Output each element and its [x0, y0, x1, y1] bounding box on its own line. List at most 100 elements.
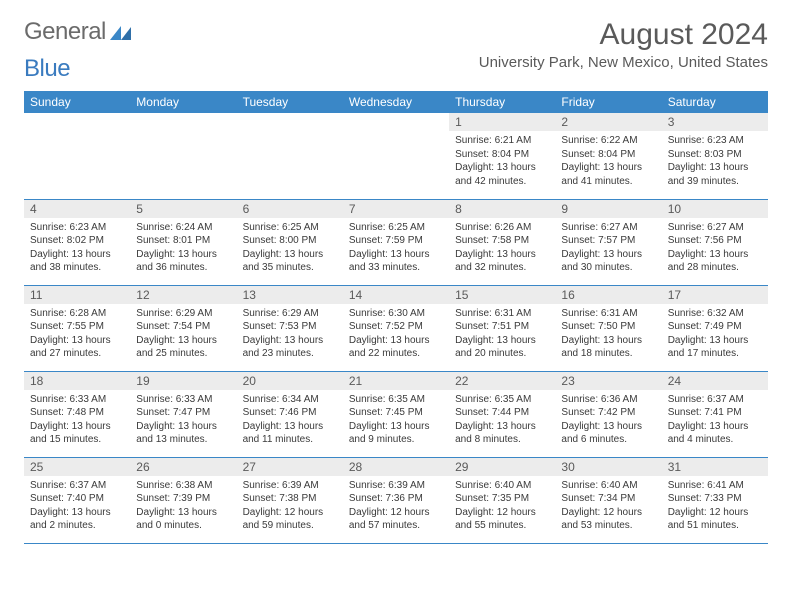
day-cell: 26Sunrise: 6:38 AMSunset: 7:39 PMDayligh… [130, 457, 236, 543]
sunset-text: Sunset: 7:47 PM [136, 406, 230, 420]
daylight-text: Daylight: 13 hours and 35 minutes. [243, 248, 337, 275]
day-info: Sunrise: 6:29 AMSunset: 7:54 PMDaylight:… [130, 304, 236, 365]
sunset-text: Sunset: 8:02 PM [30, 234, 124, 248]
day-number: 16 [555, 286, 661, 304]
day-number: 30 [555, 458, 661, 476]
day-cell [343, 113, 449, 199]
daylight-text: Daylight: 13 hours and 41 minutes. [561, 161, 655, 188]
day-cell: 2Sunrise: 6:22 AMSunset: 8:04 PMDaylight… [555, 113, 661, 199]
daylight-text: Daylight: 13 hours and 18 minutes. [561, 334, 655, 361]
day-cell: 30Sunrise: 6:40 AMSunset: 7:34 PMDayligh… [555, 457, 661, 543]
day-cell: 5 Sunrise: 6:24 AMSunset: 8:01 PMDaylight… [130, 199, 236, 285]
day-cell [24, 113, 130, 199]
day-number: 31 [662, 458, 768, 476]
sunrise-text: Sunrise: 6:23 AM [668, 134, 762, 148]
sunrise-text: Sunrise: 6:26 AM [455, 221, 549, 235]
daylight-text: Daylight: 13 hours and 13 minutes. [136, 420, 230, 447]
logo: General [24, 18, 132, 46]
day-info: Sunrise: 6:33 AMSunset: 7:48 PMDaylight:… [24, 390, 130, 451]
day-number: 8 [449, 200, 555, 218]
week-row: 4Sunrise: 6:23 AMSunset: 8:02 PMDaylight… [24, 199, 768, 285]
day-number: 1 [449, 113, 555, 131]
day-info: Sunrise: 6:41 AMSunset: 7:33 PMDaylight:… [662, 476, 768, 537]
sunset-text: Sunset: 7:53 PM [243, 320, 337, 334]
day-number: 19 [130, 372, 236, 390]
day-number: 14 [343, 286, 449, 304]
sunrise-text: Sunrise: 6:39 AM [349, 479, 443, 493]
day-cell: 29Sunrise: 6:40 AMSunset: 7:35 PMDayligh… [449, 457, 555, 543]
day-cell: 10Sunrise: 6:27 AMSunset: 7:56 PMDayligh… [662, 199, 768, 285]
day-header-row: Sunday Monday Tuesday Wednesday Thursday… [24, 91, 768, 113]
sunset-text: Sunset: 7:58 PM [455, 234, 549, 248]
day-info: Sunrise: 6:35 AMSunset: 7:44 PMDaylight:… [449, 390, 555, 451]
day-cell: 25Sunrise: 6:37 AMSunset: 7:40 PMDayligh… [24, 457, 130, 543]
daylight-text: Daylight: 13 hours and 8 minutes. [455, 420, 549, 447]
logo-text-blue: Blue [24, 55, 70, 83]
sunrise-text: Sunrise: 6:24 AM [136, 221, 230, 235]
sunrise-text: Sunrise: 6:30 AM [349, 307, 443, 321]
sunrise-text: Sunrise: 6:37 AM [668, 393, 762, 407]
day-cell: 8Sunrise: 6:26 AMSunset: 7:58 PMDaylight… [449, 199, 555, 285]
sunset-text: Sunset: 8:01 PM [136, 234, 230, 248]
calendar-page: General August 2024 University Park, New… [0, 0, 792, 556]
daylight-text: Daylight: 13 hours and 36 minutes. [136, 248, 230, 275]
sunset-text: Sunset: 8:04 PM [561, 148, 655, 162]
day-number: 9 [555, 200, 661, 218]
day-info: Sunrise: 6:35 AMSunset: 7:45 PMDaylight:… [343, 390, 449, 451]
sunset-text: Sunset: 7:39 PM [136, 492, 230, 506]
day-number: 24 [662, 372, 768, 390]
calendar-body: 1Sunrise: 6:21 AMSunset: 8:04 PMDaylight… [24, 113, 768, 543]
day-number: 5 [130, 200, 236, 218]
sunset-text: Sunset: 7:44 PM [455, 406, 549, 420]
sunrise-text: Sunrise: 6:23 AM [30, 221, 124, 235]
day-info: Sunrise: 6:31 AMSunset: 7:51 PMDaylight:… [449, 304, 555, 365]
sunrise-text: Sunrise: 6:33 AM [136, 393, 230, 407]
day-number: 2 [555, 113, 661, 131]
week-row: 25Sunrise: 6:37 AMSunset: 7:40 PMDayligh… [24, 457, 768, 543]
sunset-text: Sunset: 7:51 PM [455, 320, 549, 334]
sunset-text: Sunset: 8:00 PM [243, 234, 337, 248]
day-number: 3 [662, 113, 768, 131]
day-number: 21 [343, 372, 449, 390]
dayhead-sat: Saturday [662, 91, 768, 113]
day-cell: 14Sunrise: 6:30 AMSunset: 7:52 PMDayligh… [343, 285, 449, 371]
day-cell: 21Sunrise: 6:35 AMSunset: 7:45 PMDayligh… [343, 371, 449, 457]
day-cell [237, 113, 343, 199]
daylight-text: Daylight: 13 hours and 42 minutes. [455, 161, 549, 188]
day-info: Sunrise: 6:25 AMSunset: 8:00 PMDaylight:… [237, 218, 343, 279]
sunset-text: Sunset: 7:48 PM [30, 406, 124, 420]
sunrise-text: Sunrise: 6:35 AM [455, 393, 549, 407]
sunrise-text: Sunrise: 6:25 AM [349, 221, 443, 235]
day-number: 12 [130, 286, 236, 304]
day-info: Sunrise: 6:39 AMSunset: 7:36 PMDaylight:… [343, 476, 449, 537]
daylight-text: Daylight: 13 hours and 4 minutes. [668, 420, 762, 447]
day-info: Sunrise: 6:22 AMSunset: 8:04 PMDaylight:… [555, 131, 661, 192]
day-cell: 3Sunrise: 6:23 AMSunset: 8:03 PMDaylight… [662, 113, 768, 199]
daylight-text: Daylight: 12 hours and 53 minutes. [561, 506, 655, 533]
sunrise-text: Sunrise: 6:29 AM [136, 307, 230, 321]
day-info: Sunrise: 6:26 AMSunset: 7:58 PMDaylight:… [449, 218, 555, 279]
sunrise-text: Sunrise: 6:40 AM [455, 479, 549, 493]
day-cell: 28Sunrise: 6:39 AMSunset: 7:36 PMDayligh… [343, 457, 449, 543]
sunset-text: Sunset: 7:41 PM [668, 406, 762, 420]
daylight-text: Daylight: 13 hours and 2 minutes. [30, 506, 124, 533]
day-info: Sunrise: 6:40 AMSunset: 7:34 PMDaylight:… [555, 476, 661, 537]
day-number: 27 [237, 458, 343, 476]
daylight-text: Daylight: 13 hours and 17 minutes. [668, 334, 762, 361]
daylight-text: Daylight: 13 hours and 11 minutes. [243, 420, 337, 447]
day-info: Sunrise: 6:33 AMSunset: 7:47 PMDaylight:… [130, 390, 236, 451]
day-info: Sunrise: 6:36 AMSunset: 7:42 PMDaylight:… [555, 390, 661, 451]
day-info: Sunrise: 6:34 AMSunset: 7:46 PMDaylight:… [237, 390, 343, 451]
sunset-text: Sunset: 7:50 PM [561, 320, 655, 334]
title-block: August 2024 University Park, New Mexico,… [479, 18, 768, 71]
sunrise-text: Sunrise: 6:37 AM [30, 479, 124, 493]
sunset-text: Sunset: 8:03 PM [668, 148, 762, 162]
sunset-text: Sunset: 7:36 PM [349, 492, 443, 506]
sunrise-text: Sunrise: 6:25 AM [243, 221, 337, 235]
day-info: Sunrise: 6:30 AMSunset: 7:52 PMDaylight:… [343, 304, 449, 365]
day-cell: 12Sunrise: 6:29 AMSunset: 7:54 PMDayligh… [130, 285, 236, 371]
daylight-text: Daylight: 13 hours and 9 minutes. [349, 420, 443, 447]
sunrise-text: Sunrise: 6:28 AM [30, 307, 124, 321]
sunset-text: Sunset: 7:38 PM [243, 492, 337, 506]
day-info: Sunrise: 6:31 AMSunset: 7:50 PMDaylight:… [555, 304, 661, 365]
